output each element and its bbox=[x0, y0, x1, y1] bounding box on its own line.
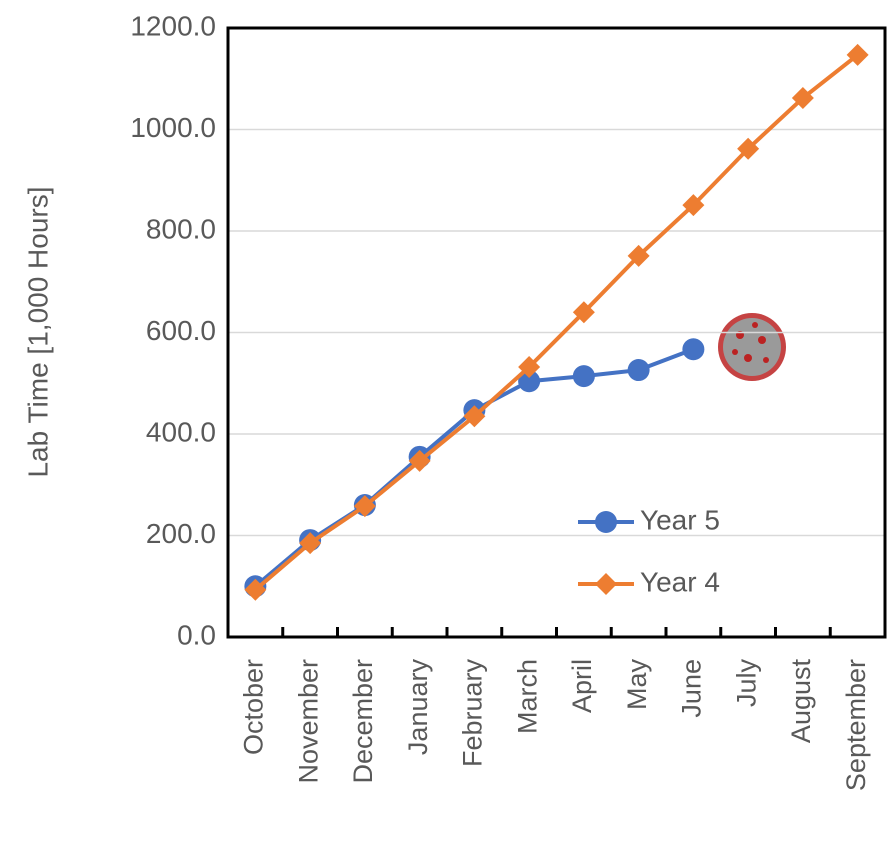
data-point bbox=[628, 359, 650, 381]
y-tick-label: 0.0 bbox=[177, 619, 216, 650]
legend-label: Year 4 bbox=[640, 566, 720, 597]
chart: Lab Time [1,000 Hours] 0.0 200.0 400.0 600.… bbox=[0, 0, 893, 860]
y-tick-label: 1200.0 bbox=[130, 10, 216, 41]
x-tick-label: January bbox=[403, 659, 433, 756]
x-tick-label: December bbox=[348, 659, 378, 784]
x-tick-label: February bbox=[458, 659, 488, 768]
y-tick-label: 1000.0 bbox=[130, 112, 216, 143]
x-tick-label: May bbox=[622, 659, 652, 711]
y-tick-label: 600.0 bbox=[146, 315, 216, 346]
y-axis-label: Lab Time [1,000 Hours] bbox=[22, 186, 53, 477]
legend-marker bbox=[595, 511, 617, 533]
y-tick-label: 200.0 bbox=[146, 518, 216, 549]
series-line bbox=[255, 349, 693, 586]
x-tick-label: October bbox=[239, 659, 269, 755]
x-tick-label: March bbox=[512, 659, 542, 734]
x-tick-label: April bbox=[567, 659, 597, 713]
x-tick-label: July bbox=[731, 659, 761, 708]
x-tick-label: June bbox=[677, 659, 707, 718]
data-point bbox=[573, 365, 595, 387]
legend-marker bbox=[595, 573, 617, 595]
x-tick-label: August bbox=[786, 659, 816, 744]
virus-icon bbox=[718, 313, 786, 381]
legend-label: Year 5 bbox=[640, 504, 720, 535]
y-tick-label: 800.0 bbox=[146, 213, 216, 244]
x-tick-label: November bbox=[293, 659, 323, 784]
data-point bbox=[682, 338, 704, 360]
y-tick-label: 400.0 bbox=[146, 416, 216, 447]
x-tick-label: September bbox=[841, 659, 871, 791]
